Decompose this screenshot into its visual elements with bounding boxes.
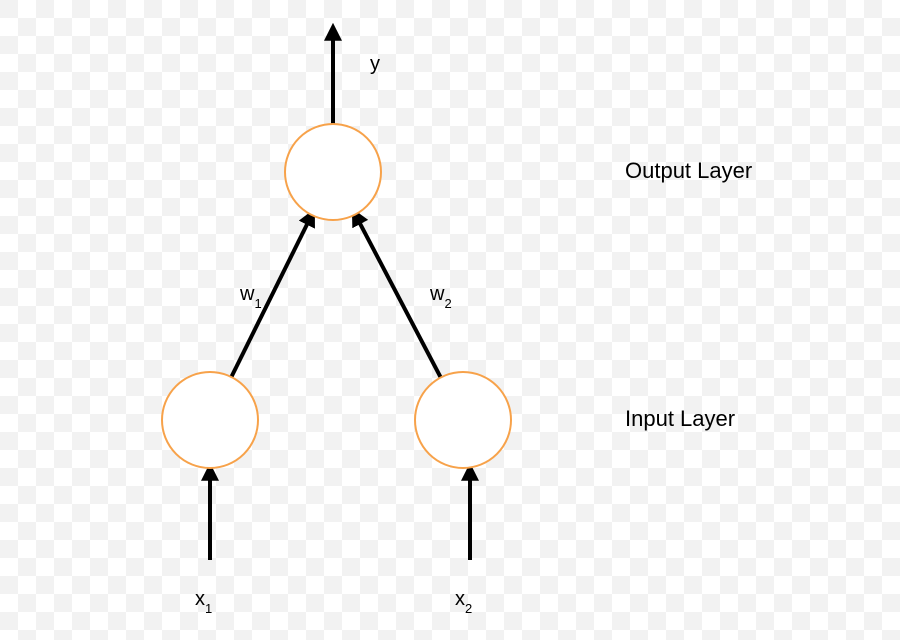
- io-label-y_out: y: [370, 53, 380, 75]
- node-output: [285, 124, 381, 220]
- checker-background: [0, 0, 900, 640]
- layer-label-output_layer: Output Layer: [625, 158, 752, 183]
- node-in2: [415, 372, 511, 468]
- layer-label-input_layer: Input Layer: [625, 406, 735, 431]
- node-in1: [162, 372, 258, 468]
